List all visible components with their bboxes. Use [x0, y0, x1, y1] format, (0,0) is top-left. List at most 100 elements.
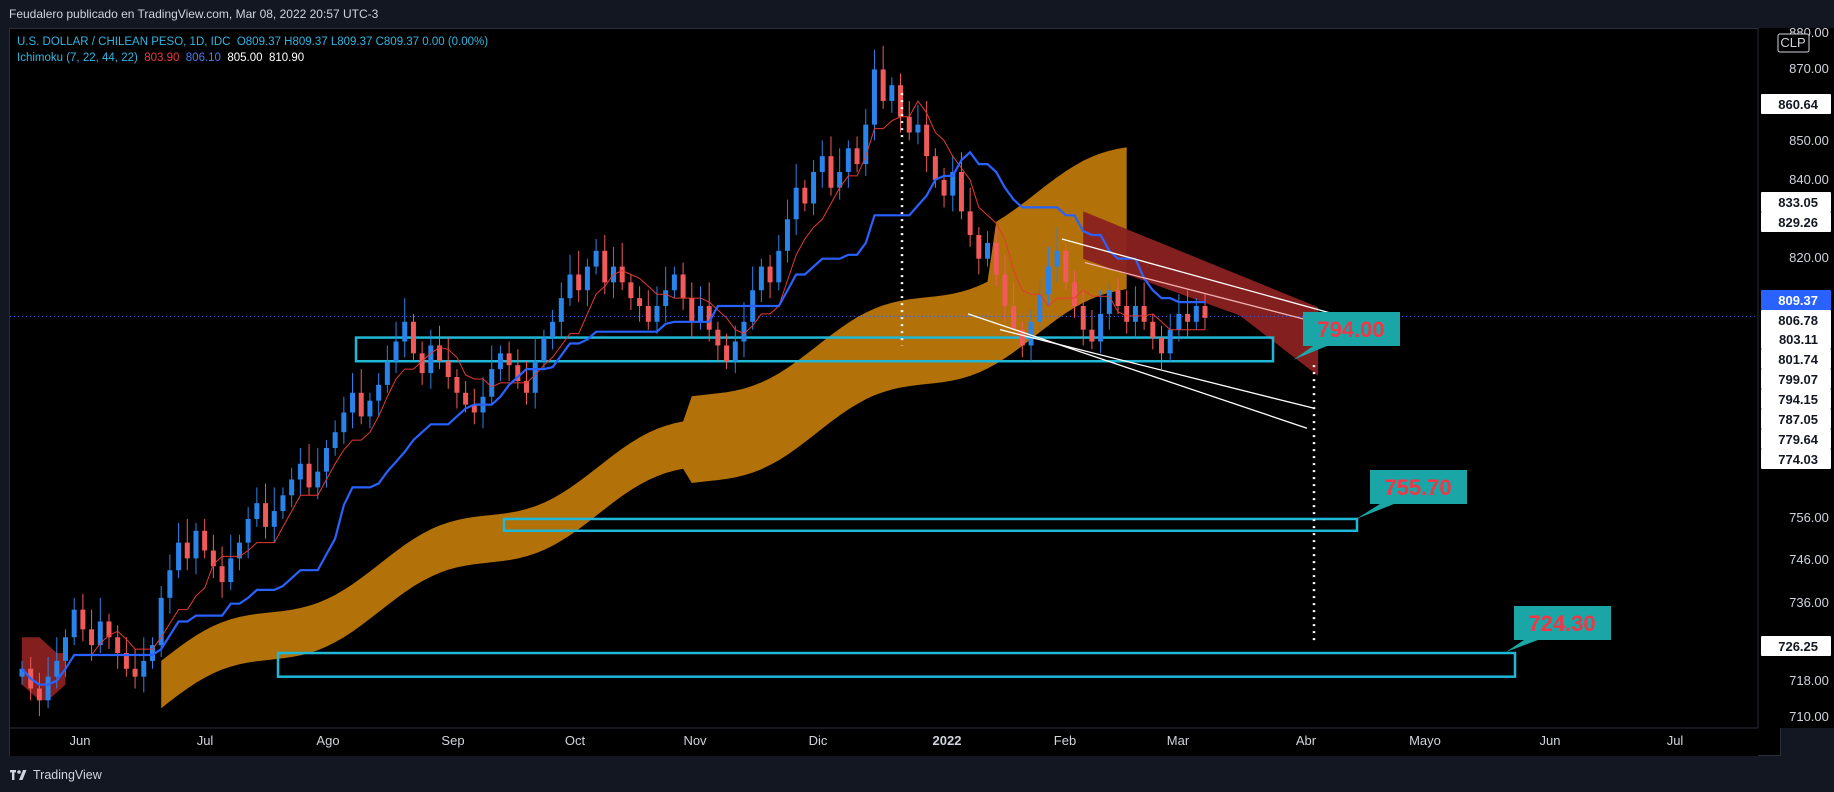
- candle-body[interactable]: [210, 550, 216, 567]
- candle-body[interactable]: [680, 274, 686, 299]
- candle-body[interactable]: [889, 85, 895, 101]
- candle-body[interactable]: [506, 353, 512, 366]
- support-zone-1[interactable]: [354, 336, 1275, 363]
- candle-body[interactable]: [402, 321, 408, 342]
- candle-body[interactable]: [393, 341, 399, 362]
- candle-body[interactable]: [985, 242, 991, 259]
- candle-body[interactable]: [497, 353, 503, 370]
- candle-body[interactable]: [645, 306, 651, 322]
- candle-body[interactable]: [1072, 282, 1078, 307]
- candle-body[interactable]: [115, 637, 121, 654]
- candle-body[interactable]: [62, 637, 68, 661]
- candle-body[interactable]: [863, 124, 869, 165]
- candle-body[interactable]: [245, 518, 251, 543]
- candle-body[interactable]: [1019, 329, 1025, 346]
- candle-body[interactable]: [45, 676, 51, 701]
- candle-body[interactable]: [97, 621, 103, 646]
- candle-body[interactable]: [254, 503, 260, 519]
- candle-body[interactable]: [732, 341, 738, 362]
- candle-body[interactable]: [854, 148, 860, 165]
- candle-body[interactable]: [924, 124, 930, 157]
- candle-body[interactable]: [845, 148, 851, 172]
- candle-body[interactable]: [71, 609, 77, 638]
- candle-body[interactable]: [871, 69, 877, 125]
- candle-body[interactable]: [106, 621, 112, 638]
- candle-body[interactable]: [567, 274, 573, 299]
- candle-body[interactable]: [236, 542, 242, 559]
- candle-body[interactable]: [149, 645, 155, 661]
- candle-body[interactable]: [1002, 274, 1008, 307]
- candle-body[interactable]: [967, 211, 973, 236]
- candle-body[interactable]: [123, 653, 129, 669]
- candle-body[interactable]: [454, 377, 460, 393]
- candle-body[interactable]: [1045, 266, 1051, 295]
- candle-body[interactable]: [376, 384, 382, 401]
- candle-body[interactable]: [663, 290, 669, 307]
- candle-body[interactable]: [758, 266, 764, 291]
- candle-body[interactable]: [410, 321, 416, 354]
- candle-body[interactable]: [671, 274, 677, 291]
- candle-body[interactable]: [515, 365, 521, 381]
- candle-body[interactable]: [271, 511, 277, 527]
- callout-box[interactable]: [1303, 312, 1400, 346]
- candle-body[interactable]: [19, 668, 25, 677]
- candle-body[interactable]: [489, 369, 495, 397]
- candle-body[interactable]: [898, 85, 904, 117]
- candle-body[interactable]: [54, 660, 60, 677]
- candle-body[interactable]: [715, 329, 721, 346]
- candle-body[interactable]: [802, 187, 808, 204]
- candle-body[interactable]: [741, 321, 747, 342]
- candle-body[interactable]: [915, 124, 921, 133]
- candle-body[interactable]: [1115, 290, 1121, 307]
- candle-body[interactable]: [1159, 337, 1165, 354]
- candle-body[interactable]: [1185, 313, 1191, 322]
- candle-body[interactable]: [306, 463, 312, 488]
- candle-body[interactable]: [1106, 290, 1112, 314]
- candle-body[interactable]: [132, 668, 138, 677]
- candle-body[interactable]: [1098, 313, 1104, 342]
- candle-body[interactable]: [1193, 306, 1199, 322]
- candle-body[interactable]: [1167, 329, 1173, 354]
- candle-body[interactable]: [993, 242, 999, 275]
- callout-box[interactable]: [1514, 606, 1611, 640]
- candle-body[interactable]: [463, 392, 469, 405]
- candle-body[interactable]: [976, 235, 982, 259]
- candle-body[interactable]: [706, 306, 712, 330]
- candle-body[interactable]: [428, 345, 434, 374]
- candle-body[interactable]: [837, 171, 843, 188]
- candle-body[interactable]: [767, 266, 773, 283]
- support-zone-2[interactable]: [502, 517, 1359, 533]
- indicator-name[interactable]: Ichimoku (7, 22, 44, 22): [17, 52, 138, 64]
- candle-body[interactable]: [193, 530, 199, 559]
- candle-body[interactable]: [445, 361, 451, 377]
- candle-body[interactable]: [167, 570, 173, 598]
- candle-body[interactable]: [541, 337, 547, 362]
- candle-body[interactable]: [880, 69, 886, 101]
- candle-body[interactable]: [558, 298, 564, 322]
- candle-body[interactable]: [1124, 306, 1130, 322]
- candle-body[interactable]: [1028, 321, 1034, 346]
- candle-body[interactable]: [1037, 294, 1043, 322]
- candle-body[interactable]: [941, 179, 947, 196]
- candle-body[interactable]: [593, 250, 599, 267]
- candle-body[interactable]: [576, 274, 582, 291]
- candle-body[interactable]: [341, 412, 347, 433]
- candle-body[interactable]: [1202, 306, 1208, 318]
- candle-body[interactable]: [80, 609, 86, 630]
- candle-body[interactable]: [958, 171, 964, 212]
- candle-body[interactable]: [289, 479, 295, 496]
- candle-body[interactable]: [202, 530, 208, 551]
- candle-body[interactable]: [819, 156, 825, 172]
- candle-body[interactable]: [89, 629, 95, 646]
- candle-body[interactable]: [358, 392, 364, 417]
- candle-body[interactable]: [654, 306, 660, 322]
- time-axis[interactable]: [10, 728, 1758, 756]
- support-zone-3[interactable]: [276, 651, 1517, 678]
- candle-body[interactable]: [280, 495, 286, 512]
- candle-body[interactable]: [263, 503, 269, 527]
- candle-body[interactable]: [524, 380, 530, 393]
- tradingview-brand[interactable]: TradingView: [10, 768, 102, 782]
- candle-body[interactable]: [776, 250, 782, 283]
- currency-box[interactable]: [1777, 33, 1810, 53]
